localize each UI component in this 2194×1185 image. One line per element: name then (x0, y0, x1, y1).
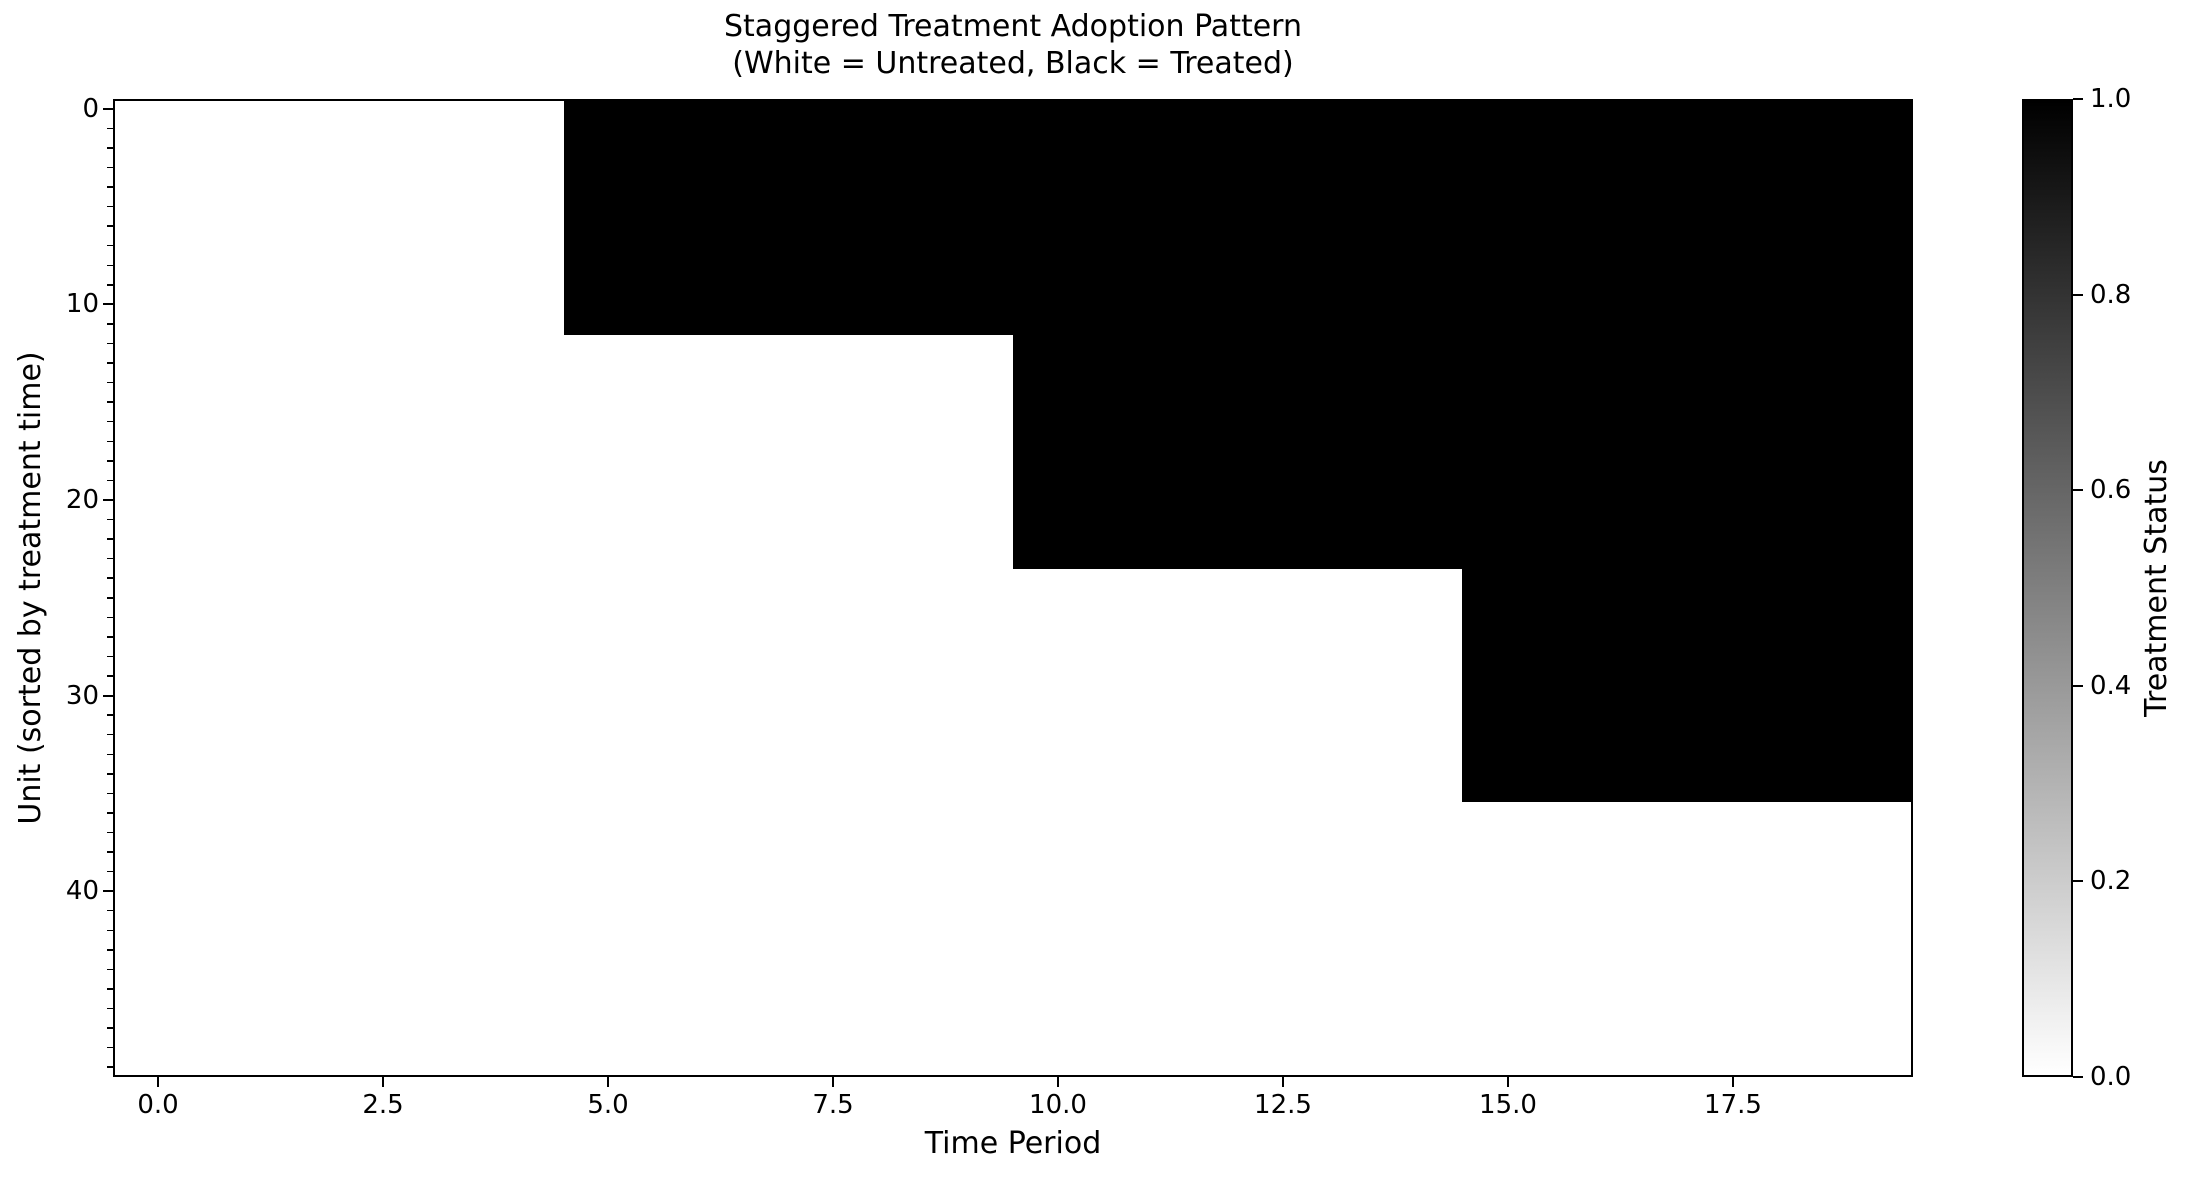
x-tick (1057, 1077, 1059, 1087)
y-minor-tick (107, 205, 113, 208)
y-minor-tick (107, 127, 113, 130)
y-tick (103, 498, 113, 501)
y-minor-tick (107, 460, 113, 462)
y-minor-tick (107, 323, 113, 325)
y-minor-tick (107, 284, 113, 286)
y-tick-label: 20 (65, 484, 99, 515)
y-minor-tick (107, 538, 113, 540)
y-minor-tick (107, 1046, 113, 1049)
y-minor-tick (107, 186, 113, 188)
x-tick-label: 15.0 (1479, 1090, 1537, 1120)
x-tick-label: 12.5 (1254, 1090, 1312, 1120)
colorbar-tick-label: 0.4 (2090, 670, 2132, 701)
heatmap-plot-area (113, 99, 1913, 1077)
colorbar-tick (2073, 489, 2083, 492)
colorbar (2022, 99, 2073, 1077)
y-minor-tick (107, 929, 113, 932)
colorbar-gradient (2024, 101, 2071, 1075)
x-tick-label: 5.0 (587, 1090, 629, 1120)
y-minor-tick (107, 616, 113, 619)
y-minor-tick (107, 714, 113, 716)
y-minor-tick (107, 636, 113, 638)
y-minor-tick (107, 870, 113, 873)
colorbar-tick (2073, 293, 2083, 296)
y-tick-label: 10 (65, 289, 99, 320)
x-tick (1732, 1077, 1734, 1087)
chart-title: Staggered Treatment Adoption Pattern (Wh… (113, 8, 1913, 82)
x-tick-label: 2.5 (362, 1090, 404, 1120)
y-minor-tick (107, 792, 113, 795)
colorbar-tick (2073, 98, 2083, 100)
y-minor-tick (107, 675, 113, 677)
y-minor-tick (107, 655, 113, 658)
y-minor-tick (107, 831, 113, 834)
y-minor-tick (107, 949, 113, 951)
colorbar-tick (2073, 880, 2083, 883)
y-minor-tick (107, 812, 113, 814)
treated-region-group-2 (1013, 334, 1911, 569)
colorbar-tick-label: 0.8 (2090, 279, 2132, 310)
y-minor-tick (107, 440, 113, 443)
treated-region-group-1 (564, 101, 1911, 335)
y-minor-tick (107, 577, 113, 579)
y-minor-tick (107, 401, 113, 403)
x-tick (382, 1077, 384, 1087)
y-minor-tick (107, 225, 113, 227)
y-minor-tick (107, 518, 113, 521)
colorbar-tick-label: 0.6 (2090, 475, 2132, 506)
y-minor-tick (107, 1066, 113, 1068)
treated-region-group-3 (1462, 568, 1911, 803)
y-minor-tick (107, 851, 113, 853)
y-minor-tick (107, 1027, 113, 1029)
y-minor-tick (107, 381, 113, 384)
x-tick (607, 1077, 609, 1087)
y-tick (103, 890, 113, 893)
y-minor-tick (107, 597, 113, 599)
y-minor-tick (107, 342, 113, 345)
x-tick-label: 17.5 (1704, 1090, 1762, 1120)
y-minor-tick (107, 362, 113, 364)
x-axis-label: Time Period (924, 1126, 1102, 1161)
y-minor-tick (107, 988, 113, 990)
x-tick (832, 1077, 834, 1087)
y-minor-tick (107, 479, 113, 482)
colorbar-tick (2073, 1076, 2083, 1078)
y-minor-tick (107, 147, 113, 149)
y-minor-tick (107, 733, 113, 736)
x-tick (157, 1077, 159, 1087)
y-minor-tick (107, 264, 113, 266)
y-minor-tick (107, 773, 113, 775)
colorbar-tick-label: 0.2 (2090, 866, 2132, 897)
y-tick-label: 0 (82, 93, 99, 124)
y-minor-tick (107, 166, 113, 169)
x-tick (1507, 1077, 1509, 1087)
y-tick (103, 107, 113, 110)
colorbar-tick-label: 1.0 (2090, 84, 2132, 114)
colorbar-label: Treatment Status (2139, 459, 2174, 717)
y-tick (103, 303, 113, 306)
y-tick-label: 40 (65, 876, 99, 907)
colorbar-tick-label: 0.0 (2090, 1062, 2132, 1092)
chart-title-line-2: (White = Untreated, Black = Treated) (732, 46, 1294, 81)
y-minor-tick (107, 244, 113, 247)
x-tick-label: 0.0 (137, 1090, 179, 1120)
y-axis-label: Unit (sorted by treatment time) (13, 351, 48, 825)
y-minor-tick (107, 1007, 113, 1010)
chart-title-line-1: Staggered Treatment Adoption Pattern (724, 9, 1302, 44)
colorbar-tick (2073, 684, 2083, 687)
x-tick-label: 7.5 (812, 1090, 854, 1120)
x-tick-label: 10.0 (1029, 1090, 1087, 1120)
y-minor-tick (107, 753, 113, 755)
x-tick (1282, 1077, 1284, 1087)
y-minor-tick (107, 968, 113, 971)
y-minor-tick (107, 557, 113, 560)
y-minor-tick (107, 909, 113, 912)
y-minor-tick (107, 420, 113, 423)
y-tick-label: 30 (65, 680, 99, 711)
y-tick (103, 694, 113, 697)
